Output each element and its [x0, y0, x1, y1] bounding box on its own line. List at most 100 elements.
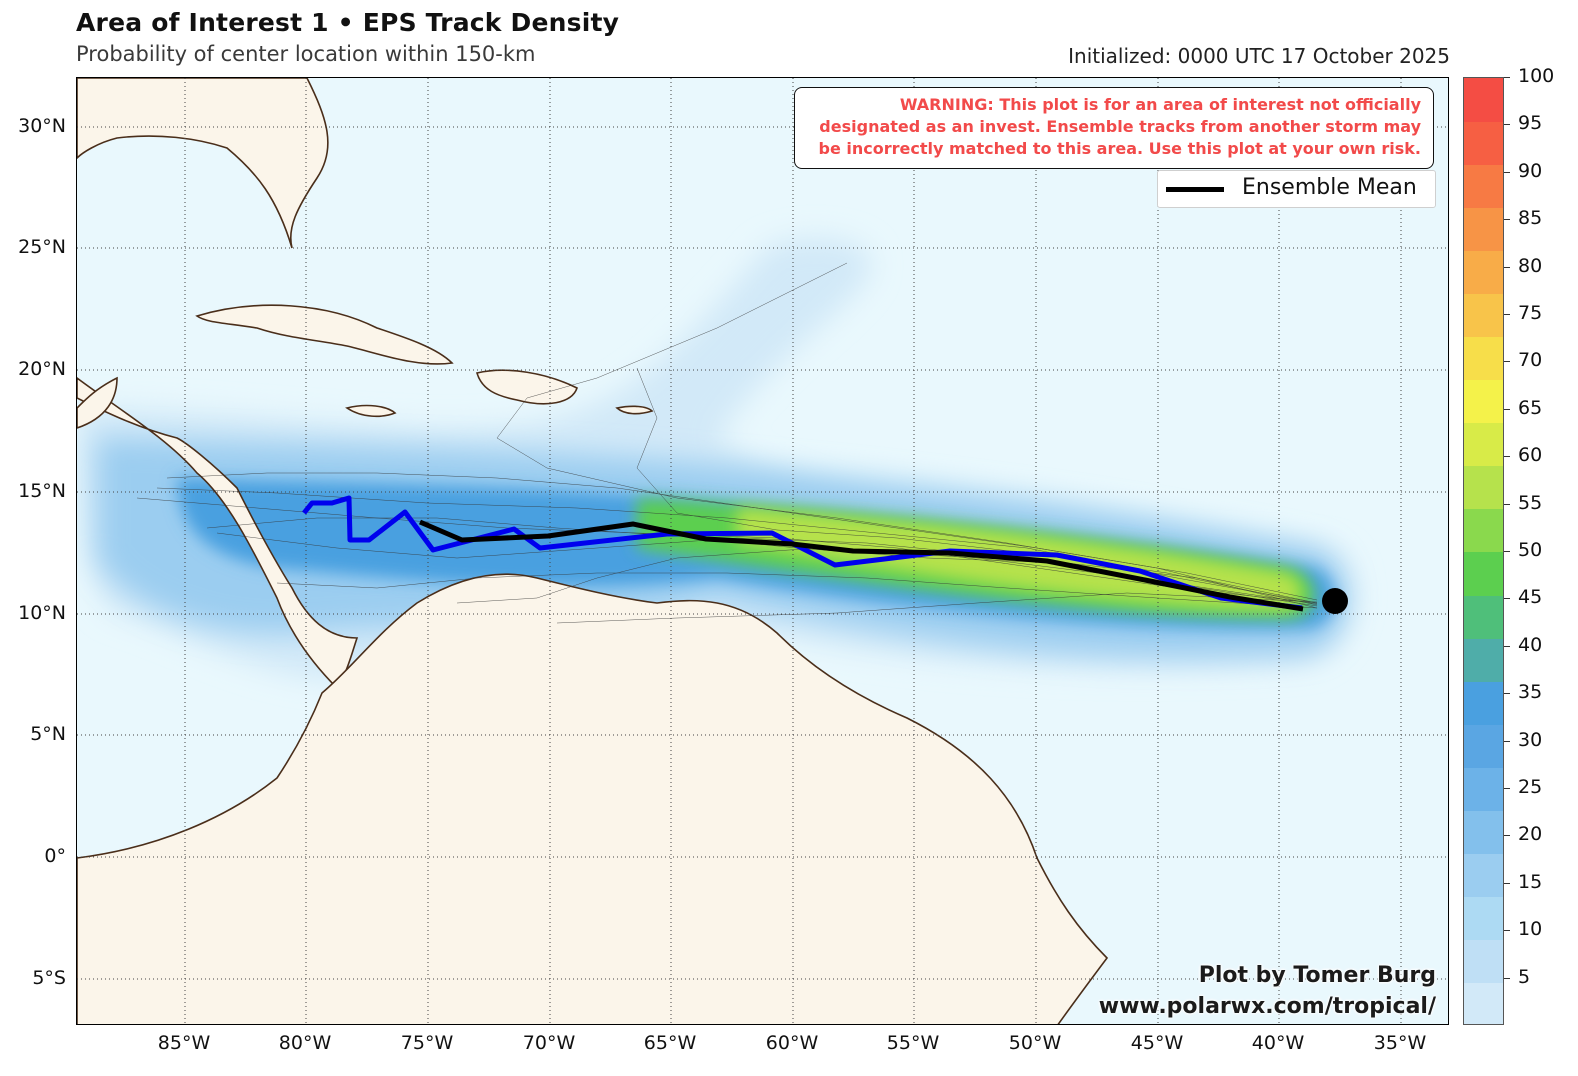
colorbar-tick [1504, 977, 1510, 979]
colorbar-segment [1464, 595, 1503, 639]
colorbar-segment [1464, 810, 1503, 855]
colorbar-segment [1464, 552, 1503, 596]
ensemble-mean-line [419, 519, 1304, 612]
colorbar-segment [1464, 853, 1503, 898]
colorbar-label: 45 [1518, 586, 1543, 609]
member-track [276, 572, 1318, 609]
lon-label-75w: 75°W [400, 1032, 454, 1054]
colorbar-label: 65 [1518, 396, 1543, 419]
colorbar-tick [1504, 361, 1510, 363]
colorbar-tick [1504, 456, 1510, 458]
colorbar-tick [1504, 551, 1510, 552]
colorbar-label: 20 [1518, 823, 1543, 846]
puerto-rico-land [615, 405, 654, 415]
colorbar-label: 25 [1518, 776, 1543, 798]
colorbar-tick [1504, 740, 1510, 742]
colorbar-tick [1504, 503, 1510, 505]
colorbar-segment [1464, 724, 1503, 768]
central-america-land [77, 377, 359, 690]
lon-label-65w: 65°W [643, 1032, 697, 1054]
colorbar-label: 60 [1518, 444, 1543, 467]
colorbar-segment [1464, 681, 1503, 725]
credit-author: Plot by Tomer Burg [1198, 963, 1436, 988]
colorbar-label: 95 [1518, 112, 1543, 135]
legend-swatch [1166, 187, 1224, 192]
lat-label-5s: 5°S [32, 967, 66, 989]
colorbar-segment [1464, 896, 1503, 941]
colorbar-segment [1464, 293, 1503, 338]
plot-title: Area of Interest 1 • EPS Track Density [76, 8, 620, 37]
colorbar-label: 40 [1518, 633, 1543, 656]
credit-text: Plot by Tomer Burg www.polarwx.com/tropi… [1099, 960, 1436, 1022]
colorbar-label: 50 [1518, 539, 1543, 561]
lat-label-5n: 5°N [30, 723, 66, 745]
lon-label-60w: 60°W [765, 1032, 819, 1054]
colorbar-label: 70 [1518, 349, 1543, 372]
colorbar-segment [1464, 982, 1503, 1024]
colorbar-label: 85 [1518, 207, 1543, 230]
lon-label-35w: 35°W [1373, 1032, 1427, 1054]
lat-label-0: 0° [44, 845, 66, 867]
colorbar-segment [1464, 250, 1503, 294]
lon-label-80w: 80°W [278, 1032, 332, 1054]
colorbar-tick [1504, 314, 1510, 315]
colorbar-tick [1504, 219, 1510, 221]
colorbar-segment [1464, 508, 1503, 553]
colorbar-tick [1504, 266, 1510, 268]
lat-label-15n: 15°N [18, 480, 66, 502]
lon-label-70w: 70°W [522, 1032, 576, 1054]
colorbar-segment [1464, 336, 1503, 381]
colorbar-tick [1504, 882, 1510, 884]
hispaniola-land [475, 369, 578, 405]
legend-box: Ensemble Mean [1157, 170, 1436, 208]
colorbar-tick [1504, 171, 1510, 173]
member-track [166, 472, 1318, 601]
colorbar-tick [1504, 645, 1510, 647]
colorbar-label: 90 [1518, 159, 1543, 182]
colorbar-segment [1464, 638, 1503, 682]
colorbar-label: 80 [1518, 254, 1543, 277]
colorbar [1463, 77, 1504, 1025]
lat-label-10n: 10°N [18, 602, 66, 624]
colorbar-segment [1464, 422, 1503, 467]
colorbar-tick [1504, 930, 1510, 932]
lon-label-55w: 55°W [886, 1032, 940, 1054]
colorbar-label: 35 [1518, 681, 1543, 704]
yucatan-land [77, 376, 118, 429]
colorbar-segment [1464, 121, 1503, 165]
initialized-time: Initialized: 0000 UTC 17 October 2025 [1068, 44, 1450, 68]
colorbar-segment [1464, 207, 1503, 251]
legend-label: Ensemble Mean [1242, 175, 1417, 200]
lon-label-40w: 40°W [1251, 1032, 1305, 1054]
colorbar-label: 5 [1518, 965, 1531, 988]
colorbar-segment [1464, 767, 1503, 812]
warning-box: WARNING: This plot is for an area of int… [794, 87, 1434, 169]
credit-url: www.polarwx.com/tropical/ [1098, 994, 1436, 1019]
cuba-land [195, 304, 454, 365]
colorbar-label: 75 [1518, 302, 1543, 324]
colorbar-label: 55 [1518, 491, 1543, 514]
plot-subtitle: Probability of center location within 15… [76, 42, 536, 66]
initial-position-marker [1322, 588, 1348, 614]
colorbar-segment [1464, 379, 1503, 424]
lat-label-20n: 20°N [18, 358, 66, 380]
map-panel [76, 77, 1449, 1025]
lat-label-30n: 30°N [18, 115, 66, 137]
south-america-land [77, 573, 1109, 1024]
land [77, 78, 1109, 1024]
colorbar-tick [1504, 408, 1510, 410]
colorbar-segment [1464, 164, 1503, 208]
florida-land [77, 78, 329, 249]
lon-label-50w: 50°W [1008, 1032, 1062, 1054]
colorbar-tick [1504, 835, 1510, 837]
jamaica-land [345, 404, 397, 418]
colorbar-segment [1464, 78, 1503, 122]
colorbar-segment [1464, 465, 1503, 510]
colorbar-tick [1504, 77, 1510, 78]
colorbar-label: 30 [1518, 728, 1543, 751]
lat-label-25n: 25°N [18, 236, 66, 258]
colorbar-label: 10 [1518, 918, 1543, 941]
lon-label-85w: 85°W [157, 1032, 211, 1054]
track-density-map [77, 78, 1448, 1024]
colorbar-tick [1504, 788, 1510, 789]
